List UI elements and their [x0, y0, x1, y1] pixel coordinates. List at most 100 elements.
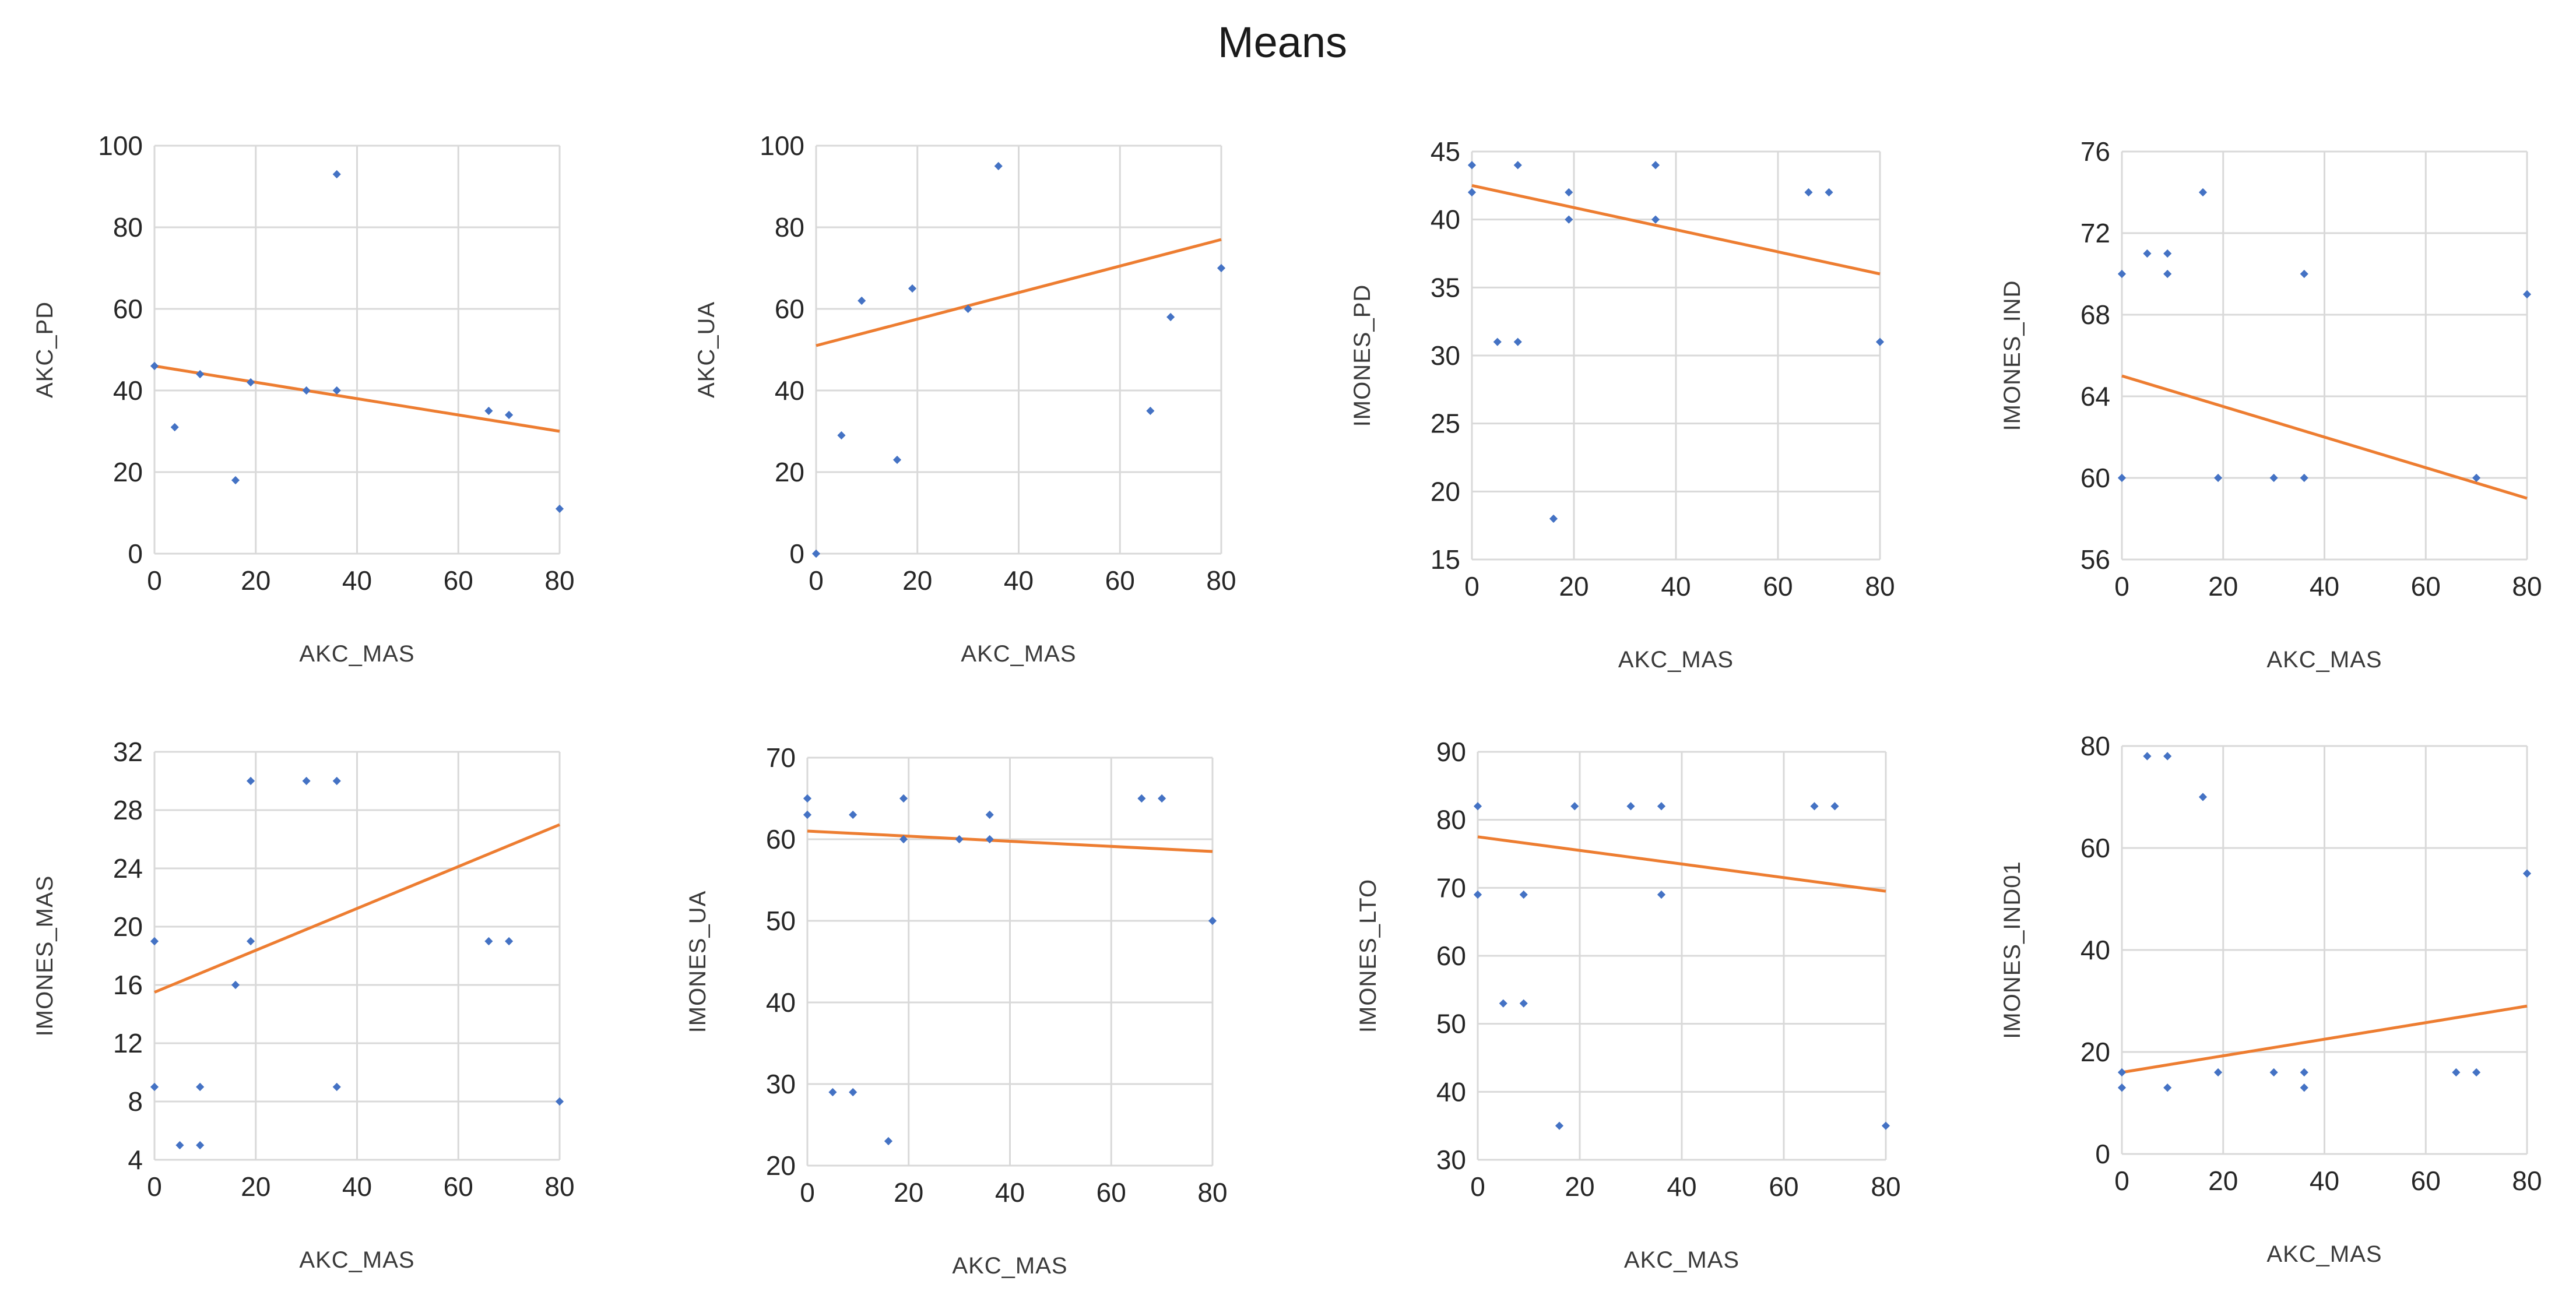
- x-tick-label: 20: [902, 565, 932, 596]
- x-axis-title: AKC_MAS: [952, 1253, 1067, 1279]
- y-tick-label: 60: [775, 294, 804, 324]
- data-point: [1493, 337, 1502, 346]
- data-point: [899, 835, 908, 844]
- x-axis-title: AKC_MAS: [1618, 647, 1734, 673]
- y-tick-label: 60: [113, 294, 143, 324]
- x-tick-label: 20: [1565, 1171, 1594, 1202]
- data-point: [1570, 802, 1579, 811]
- data-point: [985, 810, 994, 819]
- trendline: [807, 829, 1213, 853]
- y-tick-label: 50: [1436, 1009, 1466, 1039]
- x-tick-label: 40: [2310, 571, 2339, 601]
- data-point: [1830, 802, 1839, 811]
- y-tick-label: 60: [2081, 463, 2110, 493]
- data-point: [1825, 188, 1833, 197]
- y-tick-label: 32: [113, 737, 143, 767]
- x-tick-label: 60: [1105, 565, 1135, 596]
- y-tick-label: 30: [1436, 1145, 1466, 1175]
- data-point: [555, 504, 564, 513]
- data-point: [2269, 473, 2278, 483]
- y-axis-title: IMONES_IND01: [1999, 861, 2025, 1039]
- data-point: [2522, 290, 2532, 299]
- data-point: [2213, 1068, 2223, 1077]
- x-tick-label: 80: [2512, 1166, 2542, 1196]
- y-tick-label: 100: [760, 131, 804, 161]
- data-point: [1626, 802, 1635, 811]
- scatter-panel-2: 0 20 40 60 80 0 20 40 60 80 100 AKC_MAS AKC_UA: [694, 131, 1236, 667]
- x-tick-label: 0: [2114, 1166, 2129, 1196]
- y-tick-label: 20: [113, 457, 143, 487]
- x-tick-label: 0: [2114, 571, 2129, 601]
- data-point: [1158, 794, 1166, 803]
- y-tick-label: 60: [2081, 833, 2110, 863]
- y-tick-label: 15: [1431, 544, 1460, 575]
- data-point: [302, 776, 311, 786]
- x-tick-label: 0: [800, 1177, 815, 1208]
- y-axis-title: AKC_UA: [694, 301, 719, 398]
- data-point: [505, 937, 514, 946]
- data-point: [196, 1082, 205, 1092]
- x-axis-title: AKC_MAS: [1624, 1247, 1739, 1273]
- y-tick-label: 70: [1436, 872, 1466, 903]
- scatter-panel-5: 0 20 40 60 80 4 8 12 16 20 24 28 32 AKC_MAS IMONES_MAS: [32, 737, 575, 1273]
- data-point: [1881, 1121, 1890, 1130]
- data-point: [2213, 473, 2223, 483]
- scatter-panel-1: 0 20 40 60 80 0 20 40 60 80 100 AKC_MAS AKC_PD: [32, 131, 575, 667]
- y-tick-label: 40: [775, 375, 804, 406]
- y-tick-label: 40: [1436, 1076, 1466, 1107]
- x-tick-label: 40: [1004, 565, 1034, 596]
- data-point: [899, 794, 908, 803]
- data-point: [246, 937, 255, 946]
- y-tick-label: 0: [2095, 1139, 2110, 1169]
- data-point: [1519, 890, 1528, 899]
- data-point: [196, 1141, 205, 1150]
- data-point: [2143, 752, 2152, 761]
- y-tick-label: 80: [775, 212, 804, 242]
- data-point: [2300, 1068, 2308, 1077]
- x-axis-title: AKC_MAS: [299, 641, 414, 667]
- data-point: [246, 776, 255, 786]
- y-tick-label: 40: [113, 375, 143, 406]
- y-tick-label: 80: [113, 212, 143, 242]
- data-point: [1555, 1121, 1564, 1130]
- data-point: [2198, 188, 2208, 197]
- y-axis-title: IMONES_PD: [1349, 284, 1375, 427]
- y-axis-title: IMONES_LTO: [1355, 879, 1381, 1033]
- data-point: [1499, 999, 1507, 1008]
- x-tick-label: 0: [147, 1171, 162, 1202]
- y-tick-label: 80: [1436, 805, 1466, 835]
- data-point: [1166, 312, 1175, 322]
- data-point: [231, 980, 240, 990]
- y-tick-label: 0: [789, 539, 804, 569]
- data-point: [964, 304, 972, 314]
- data-point: [150, 937, 159, 946]
- data-point: [484, 937, 493, 946]
- data-point: [1146, 406, 1155, 416]
- x-tick-label: 60: [2411, 1166, 2441, 1196]
- y-tick-label: 20: [766, 1150, 796, 1181]
- data-point: [908, 284, 917, 293]
- data-point: [811, 549, 821, 558]
- data-point: [837, 431, 846, 440]
- y-tick-label: 72: [2081, 218, 2110, 248]
- data-point: [1473, 890, 1482, 899]
- x-tick-label: 60: [444, 1171, 473, 1202]
- data-point: [1137, 794, 1146, 803]
- y-tick-label: 100: [98, 131, 143, 161]
- x-tick-label: 40: [1667, 1171, 1696, 1202]
- data-point: [175, 1141, 184, 1150]
- x-tick-label: 60: [1763, 571, 1793, 601]
- x-tick-label: 60: [2411, 571, 2441, 601]
- data-point: [150, 361, 159, 371]
- x-tick-label: 0: [147, 565, 162, 596]
- x-tick-label: 40: [2310, 1166, 2339, 1196]
- data-point: [1651, 161, 1660, 170]
- y-tick-label: 28: [113, 795, 143, 825]
- y-tick-label: 16: [113, 970, 143, 1000]
- data-point: [2300, 269, 2308, 279]
- y-tick-label: 60: [766, 824, 796, 854]
- x-tick-label: 40: [1661, 571, 1691, 601]
- data-point: [2300, 1083, 2308, 1092]
- y-tick-label: 20: [2081, 1037, 2110, 1067]
- y-tick-label: 40: [1431, 205, 1460, 235]
